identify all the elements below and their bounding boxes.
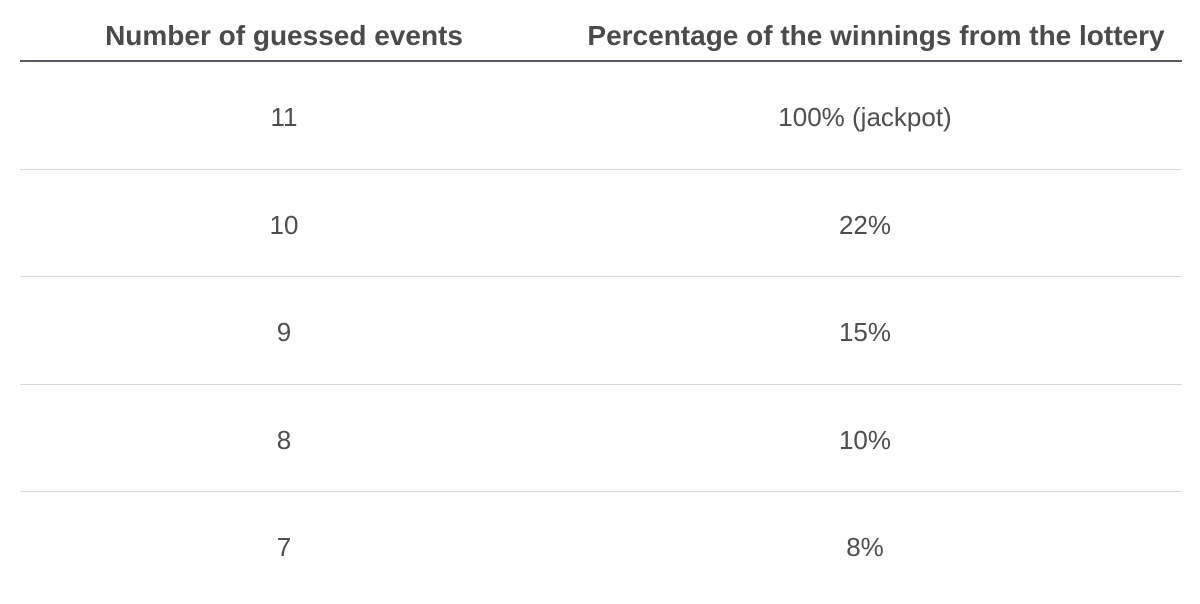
guessed-events-cell: 8 — [276, 424, 292, 455]
winnings-percentage-cell: 22% — [838, 209, 892, 240]
guessed-events-cell: 10 — [269, 209, 299, 240]
table-row: 8 10% — [20, 385, 1182, 492]
winnings-percentage-cell: 15% — [838, 317, 892, 347]
winnings-percentage-cell: 100% (jackpot) — [778, 102, 952, 132]
table-row: 7 8% — [20, 492, 1182, 600]
column-header-guessed-events: Number of guessed events — [105, 20, 463, 51]
winnings-table: Number of guessed events Percentage of t… — [20, 0, 1182, 600]
table-header: Number of guessed events Percentage of t… — [20, 0, 1182, 62]
table-row: 11 100% (jackpot) — [20, 62, 1182, 170]
table-row: 10 22% — [20, 170, 1182, 277]
table-row: 9 15% — [20, 277, 1182, 385]
guessed-events-cell: 9 — [276, 317, 292, 347]
guessed-events-cell: 7 — [276, 532, 292, 562]
winnings-percentage-cell: 10% — [838, 424, 892, 455]
winnings-percentage-cell: 8% — [846, 532, 884, 562]
column-header-winnings-percentage: Percentage of the winnings from the lott… — [587, 20, 1165, 51]
guessed-events-cell: 11 — [270, 102, 298, 132]
